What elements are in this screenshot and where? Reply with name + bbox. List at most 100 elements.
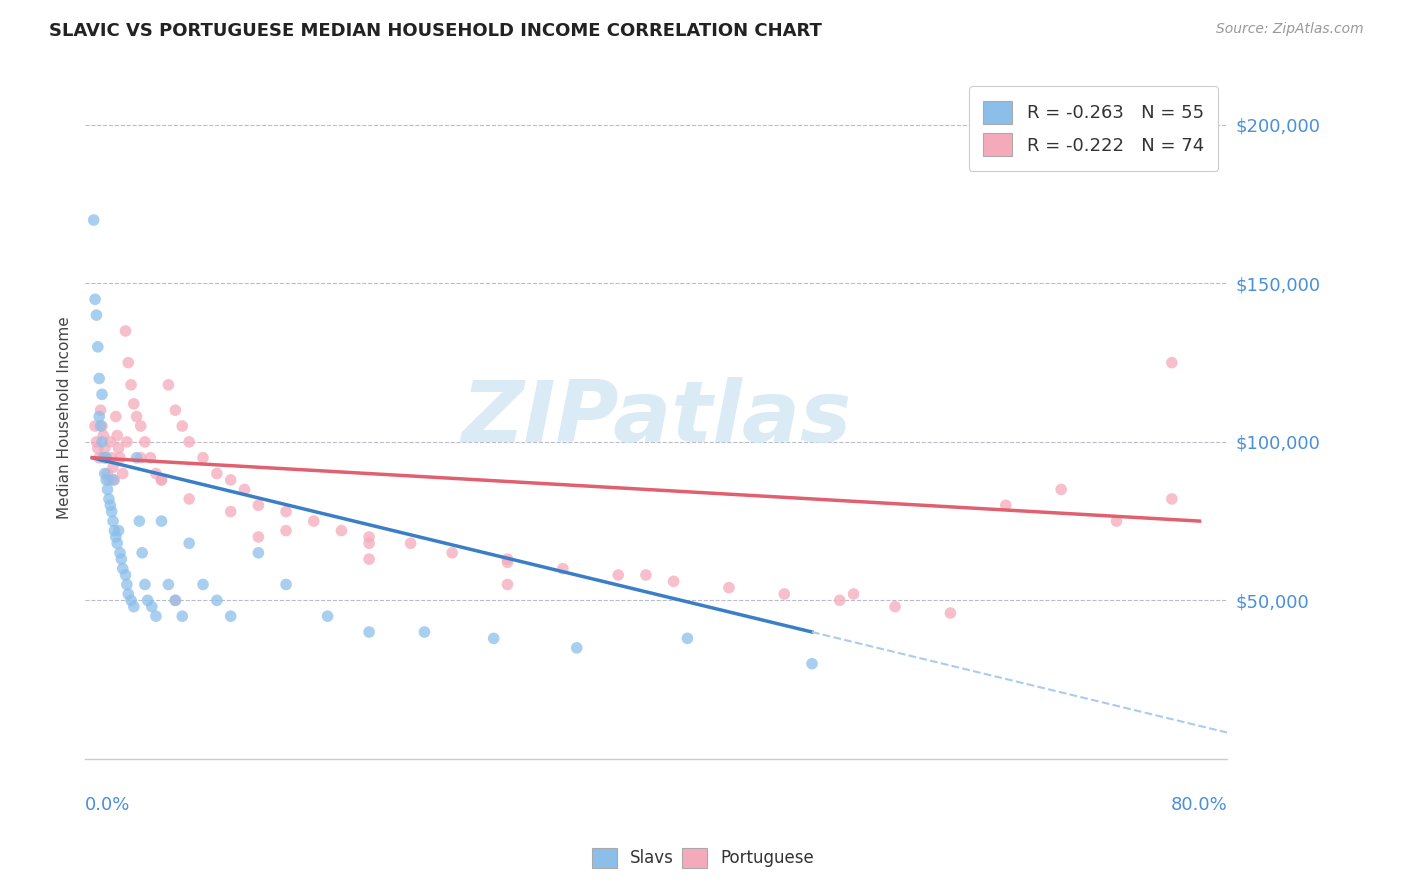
Point <box>93 450 115 465</box>
Point <box>441 546 464 560</box>
Point <box>179 434 201 449</box>
Point <box>125 409 148 424</box>
Point <box>191 450 214 465</box>
Point <box>139 450 162 465</box>
Point <box>93 428 115 442</box>
Point <box>89 371 111 385</box>
Y-axis label: Median Household Income: Median Household Income <box>58 317 72 519</box>
Point <box>247 530 270 544</box>
Point <box>90 403 112 417</box>
Point <box>100 450 122 465</box>
Point <box>128 514 150 528</box>
Point <box>86 434 108 449</box>
Point <box>111 561 134 575</box>
Point <box>94 473 117 487</box>
Text: SLAVIC VS PORTUGUESE MEDIAN HOUSEHOLD INCOME CORRELATION CHART: SLAVIC VS PORTUGUESE MEDIAN HOUSEHOLD IN… <box>49 22 823 40</box>
Point <box>89 409 111 424</box>
Point <box>136 593 159 607</box>
Point <box>359 530 381 544</box>
Point <box>91 387 114 401</box>
Point <box>120 593 142 607</box>
Point <box>179 491 201 506</box>
Point <box>98 434 121 449</box>
Point <box>114 568 136 582</box>
Point <box>205 467 228 481</box>
Point <box>107 441 129 455</box>
Legend: Slavs, Portuguese: Slavs, Portuguese <box>585 841 821 875</box>
Point <box>496 555 519 569</box>
Point <box>94 450 117 465</box>
Point <box>359 625 381 640</box>
Point <box>103 524 125 538</box>
Point <box>172 419 194 434</box>
Point <box>129 419 152 434</box>
Point <box>107 524 129 538</box>
Point <box>662 574 685 589</box>
Point <box>131 546 153 560</box>
Text: 80.0%: 80.0% <box>1170 797 1227 814</box>
Point <box>84 419 107 434</box>
Point <box>145 467 167 481</box>
Point <box>150 473 173 487</box>
Point <box>828 593 851 607</box>
Point <box>634 568 657 582</box>
Point <box>115 577 138 591</box>
Point <box>98 498 121 512</box>
Legend: R = -0.263   N = 55, R = -0.222   N = 74: R = -0.263 N = 55, R = -0.222 N = 74 <box>969 87 1218 170</box>
Point <box>83 213 105 227</box>
Point <box>247 498 270 512</box>
Point <box>101 514 124 528</box>
Text: Source: ZipAtlas.com: Source: ZipAtlas.com <box>1216 22 1364 37</box>
Point <box>97 473 120 487</box>
Point <box>91 434 114 449</box>
Point <box>1050 483 1073 497</box>
Point <box>157 377 180 392</box>
Point <box>1160 491 1182 506</box>
Point <box>89 450 111 465</box>
Point <box>219 609 242 624</box>
Point <box>96 467 118 481</box>
Point <box>274 524 297 538</box>
Point <box>994 498 1017 512</box>
Point <box>496 577 519 591</box>
Point <box>145 609 167 624</box>
Point <box>359 536 381 550</box>
Point <box>172 609 194 624</box>
Point <box>330 524 353 538</box>
Point <box>165 593 187 607</box>
Point <box>219 505 242 519</box>
Point <box>1105 514 1128 528</box>
Point <box>607 568 630 582</box>
Point <box>801 657 824 671</box>
Point <box>105 428 128 442</box>
Text: ZIPatlas: ZIPatlas <box>461 376 852 459</box>
Point <box>165 403 187 417</box>
Point <box>120 377 142 392</box>
Point <box>100 505 122 519</box>
Point <box>94 467 117 481</box>
Point <box>1160 356 1182 370</box>
Point <box>111 467 134 481</box>
Point <box>104 409 127 424</box>
Point <box>316 609 339 624</box>
Point <box>105 536 128 550</box>
Point <box>399 536 422 550</box>
Point <box>150 514 173 528</box>
Point <box>103 473 125 487</box>
Point <box>134 434 156 449</box>
Point <box>551 561 574 575</box>
Point <box>104 530 127 544</box>
Point <box>87 441 110 455</box>
Point <box>94 450 117 465</box>
Point <box>125 450 148 465</box>
Point <box>122 599 145 614</box>
Point <box>86 308 108 322</box>
Point <box>247 546 270 560</box>
Point <box>842 587 865 601</box>
Point <box>302 514 325 528</box>
Point <box>141 599 163 614</box>
Point <box>90 419 112 434</box>
Point <box>91 419 114 434</box>
Point <box>114 324 136 338</box>
Point <box>884 599 907 614</box>
